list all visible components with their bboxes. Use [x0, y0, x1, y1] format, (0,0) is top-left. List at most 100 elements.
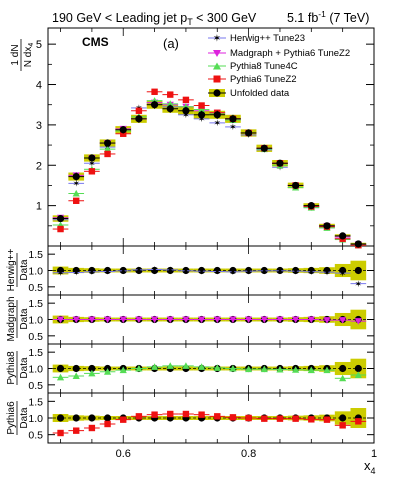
ratio-point-pythia6: [198, 411, 205, 418]
point-data: [166, 105, 174, 113]
main-panel-frame: [47, 27, 375, 247]
point-herwig: ✶: [229, 122, 237, 132]
ratio-point-herwig: ✶: [104, 267, 112, 277]
ratio-point-herwig: ✶: [229, 267, 237, 277]
ratio-point-pythia6: [292, 415, 299, 422]
ratio-ylabel-pythia8: Pythia8 Data: [6, 351, 30, 385]
ratio-point-madgraph: [150, 316, 159, 324]
point-pythia8: [72, 189, 80, 197]
ratio-ylabel-madgraph-top: Madgraph: [6, 296, 17, 341]
main-ytick-label-4: 4: [36, 80, 42, 92]
ratio-data-point-herwig: [103, 266, 112, 275]
ratio-ytick-label-pythia8: 1.5: [28, 347, 43, 359]
ratio-point-herwig: ✶: [245, 266, 253, 276]
legend-label-herwig: Herwig++ Tune23: [230, 33, 305, 44]
legend-marker-data: [213, 89, 221, 97]
ratio-point-herwig: ✶: [323, 267, 331, 277]
ratio-point-pythia8: [307, 366, 315, 374]
point-herwig: ✶: [213, 118, 221, 128]
point-pythia6: [73, 197, 80, 204]
ratio-point-pythia8: [166, 362, 174, 369]
legend-entry-pythia6: Pythia6 TuneZ2: [208, 74, 297, 85]
main-ytick-label-2: 2: [36, 160, 42, 172]
ylabel-denominator: N dx4: [23, 43, 35, 68]
ratio-point-madgraph: [182, 316, 190, 324]
header-lumi-text: 5.1 fb-1 (7 TeV): [287, 9, 369, 25]
ratio-point-madgraph: [88, 316, 96, 324]
ratio-ytick-label-pythia6: 1.5: [28, 396, 43, 408]
ratio-ytick-label-herwig: 0.5: [28, 282, 43, 294]
ratio-point-pythia8: [276, 365, 284, 373]
point-data: [72, 172, 80, 181]
ratio-point-herwig: ✶: [355, 279, 363, 289]
ratio-ylabel-pythia6: Pythia6 Data: [6, 401, 30, 435]
point-pythia6: [104, 150, 111, 158]
ratio-ytick-label-pythia6: 0.5: [28, 430, 43, 442]
ratio-data-point-herwig: [150, 266, 159, 275]
ratio-point-madgraph: [197, 316, 206, 324]
ratio-data-point-pythia6: [88, 414, 96, 422]
ratio-point-pythia6: [135, 413, 143, 420]
legend-label-data: Unfolded data: [230, 88, 290, 99]
ratio-point-madgraph: [135, 316, 143, 324]
ratio-point-herwig: ✶: [339, 268, 347, 278]
ratio-point-pythia8: [339, 374, 347, 382]
ratio-point-madgraph: [245, 316, 253, 324]
ratio-point-madgraph: [119, 316, 127, 324]
xtick-label-0.6: 0.6: [116, 448, 131, 460]
ratio-point-pythia8: [119, 366, 127, 374]
point-data: [135, 115, 143, 123]
point-herwig: ✶: [88, 158, 96, 168]
xtick-label-1: 1: [371, 448, 377, 460]
ratio-point-madgraph: [72, 316, 80, 324]
ratio-data-point-herwig: [354, 266, 362, 275]
ratio-point-herwig: ✶: [308, 267, 316, 277]
ratio-point-pythia6: [276, 415, 284, 422]
ratio-ytick-label-madgraph: 0.5: [28, 331, 43, 343]
point-data: [245, 129, 253, 137]
ratio-data-point-pythia6: [339, 414, 347, 422]
point-data: [103, 139, 112, 147]
ratio-ylabel-pythia8-top: Pythia8: [6, 351, 17, 385]
point-pythia6: [167, 91, 174, 98]
ratio-point-pythia8: [245, 365, 253, 373]
ratio-point-pythia6: [355, 418, 362, 425]
ratio-point-pythia6: [261, 415, 268, 422]
ratio-point-pythia6: [120, 416, 127, 423]
ratio-point-madgraph: [229, 316, 237, 324]
main-ytick-label-3: 3: [36, 120, 42, 132]
ratio-data-point-pythia8: [339, 364, 347, 373]
ratio-point-pythia6: [245, 414, 252, 422]
ratio-point-pythia8: [229, 364, 237, 372]
ratio-point-pythia6: [167, 410, 174, 418]
ratio-ylabel-herwig: Herwig++ Data: [6, 248, 30, 291]
ratio-point-pythia8: [323, 366, 331, 374]
main-ytick-label-5: 5: [36, 39, 42, 51]
ratio-point-herwig: ✶: [213, 267, 221, 277]
ylabel-numerator: 1 dN: [10, 44, 21, 65]
ratio-point-madgraph: [213, 316, 221, 324]
ratio-point-madgraph: [323, 317, 331, 324]
point-pythia6: [198, 102, 205, 109]
ratio-data-point-pythia6: [72, 414, 80, 422]
ratio-point-pythia6: [214, 413, 221, 420]
ratio-point-pythia6: [57, 429, 64, 437]
ratio-ytick-label-herwig: 1.5: [28, 249, 43, 261]
ratio-point-pythia8: [150, 363, 159, 370]
ratio-ytick-label-pythia8: 1.0: [28, 364, 43, 376]
ratio-point-pythia6: [229, 414, 237, 421]
point-data: [88, 154, 96, 162]
ratio-data-point-pythia8: [72, 364, 80, 373]
point-data: [182, 107, 190, 115]
ratio-point-madgraph: [166, 316, 174, 324]
ratio-point-pythia8: [354, 371, 362, 379]
ratio-point-pythia8: [135, 364, 143, 372]
xtick-label-0.8: 0.8: [241, 448, 256, 460]
ratio-ylabel-madgraph-bottom: Data: [19, 308, 30, 330]
ratio-point-pythia8: [182, 362, 190, 369]
ratio-point-herwig: ✶: [292, 266, 300, 276]
ratio-point-herwig: ✶: [276, 266, 284, 276]
legend-label-madgraph: Madgraph + Pythia6 TuneZ2: [230, 48, 350, 59]
legend-marker-pythia6: [213, 75, 221, 83]
